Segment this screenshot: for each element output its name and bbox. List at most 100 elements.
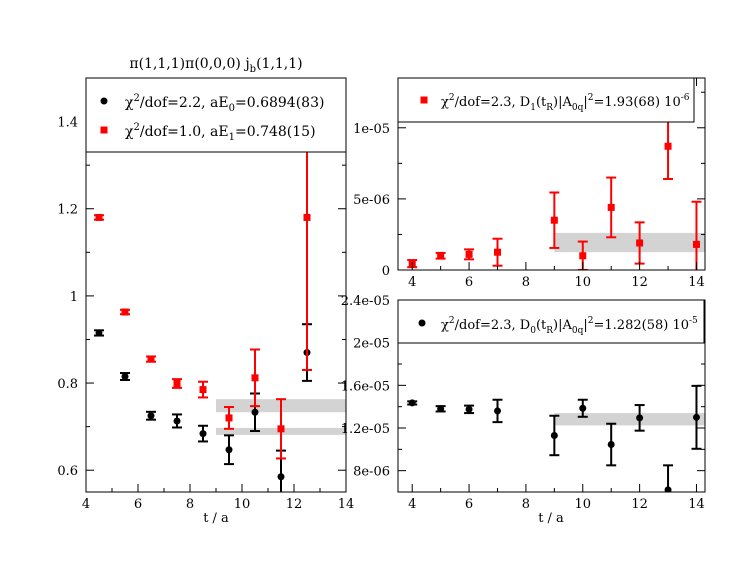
legend-marker [418, 319, 426, 327]
data-point [198, 380, 208, 399]
x-tick-label: 14 [688, 275, 705, 290]
data-series [94, 78, 312, 492]
title-part-main: π(1,1,1)π(0,0,0) j [129, 56, 249, 72]
marker-circle [199, 430, 207, 438]
marker-square [277, 425, 285, 433]
marker-square [95, 213, 103, 221]
y-tick-label: 1.2e-05 [341, 422, 390, 437]
x-tick-label: 12 [631, 497, 648, 512]
x-tick-label: 8 [522, 275, 530, 290]
x-tick-label: 14 [338, 497, 355, 512]
legend-marker [420, 96, 428, 104]
x-tick-label: 8 [522, 497, 530, 512]
x-tick-label: 8 [186, 497, 194, 512]
data-point [120, 372, 130, 382]
x-tick-label: 10 [574, 497, 591, 512]
data-point [250, 348, 260, 408]
marker-circle [225, 446, 233, 454]
marker-square [147, 355, 155, 363]
fit-bands [554, 413, 705, 426]
data-point [94, 213, 104, 221]
data-point [691, 384, 702, 450]
legend-entry-series-1: χ2/dof=2.2, aE0=0.6894(83) [125, 93, 324, 114]
x-tick-label: 6 [134, 497, 142, 512]
marker-square [607, 203, 615, 211]
x-tick-label: 6 [465, 275, 473, 290]
data-point [464, 404, 475, 415]
marker-square [664, 142, 672, 150]
legend: χ2/dof=2.2, aE0=0.6894(83) χ2/dof=1.0, a… [85, 77, 347, 153]
marker-circle [408, 399, 416, 407]
marker-circle [493, 407, 501, 415]
x-tick-label: 10 [234, 497, 251, 512]
legend-marker-series-1 [100, 97, 108, 105]
y-tick-label: 2e-05 [353, 337, 390, 352]
data-point [606, 422, 617, 467]
marker-square [303, 213, 311, 221]
y-tick-label: 1e-05 [353, 122, 390, 137]
chart-title: π(1,1,1)π(0,0,0) jb(1,1,1) [129, 56, 302, 75]
marker-square [692, 240, 700, 248]
data-series [407, 384, 702, 492]
data-point [276, 398, 286, 460]
marker-square [173, 379, 181, 387]
panel-left: 4 6 8 10 12 14 0.6 0.8 1 1.2 1.4 π(1,1,1)π(0,0,0) … [57, 56, 354, 526]
y-tick-label: 8e-06 [353, 465, 390, 480]
data-point [224, 434, 234, 466]
data-point [146, 355, 156, 363]
marker-circle [636, 414, 644, 422]
y-tick-label: 0.8 [57, 377, 78, 392]
marker-square [121, 308, 129, 316]
x-tick-label: 4 [408, 497, 416, 512]
data-point [549, 191, 560, 249]
x-tick-label: 4 [408, 275, 416, 290]
legend-box [397, 77, 695, 123]
x-axis-label: t / a [203, 511, 229, 526]
fit-band-series-1 [554, 413, 705, 426]
y-tick-label: 1 [70, 290, 78, 305]
data-point [435, 405, 446, 413]
data-point [172, 413, 182, 429]
data-point [691, 200, 702, 270]
marker-circle [692, 413, 700, 421]
legend: χ2/dof=2.3, D0(tR)|A0q|2=1.282(58) 10-5 [397, 299, 705, 344]
x-tick-label: 4 [82, 497, 90, 512]
x-tick-label: 14 [688, 497, 705, 512]
marker-circle [277, 473, 285, 481]
data-point [634, 404, 645, 432]
data-point [435, 251, 446, 260]
marker-square [465, 250, 473, 258]
x-tick-label: 12 [631, 275, 648, 290]
data-point [94, 329, 104, 337]
fit-band-series-1 [554, 232, 705, 253]
y-tick-label: 2.4e-05 [341, 294, 390, 309]
data-point [198, 424, 208, 443]
legend-entry: χ2/dof=2.3, D1(tR)|A0q|2=1.93(68) 10-6 [441, 93, 690, 113]
data-point [663, 112, 674, 180]
y-tick-label: 0.6 [57, 464, 78, 479]
data-point [407, 399, 418, 407]
legend-box [397, 299, 705, 344]
marker-circle [121, 373, 129, 381]
marker-square [636, 239, 644, 247]
legend: χ2/dof=2.3, D1(tR)|A0q|2=1.93(68) 10-6 [397, 77, 695, 123]
data-point [606, 176, 617, 239]
data-series [407, 112, 702, 270]
marker-circle [465, 405, 473, 413]
data-point [146, 410, 156, 421]
marker-square [199, 386, 207, 394]
y-tick-label: 5e-06 [353, 193, 390, 208]
marker-circle [579, 404, 587, 412]
x-tick-label: 12 [286, 497, 303, 512]
legend-entry-series-2: χ2/dof=1.0, aE1=0.748(15) [125, 122, 316, 143]
title-part-end: (1,1,1) [256, 56, 303, 72]
marker-circle [550, 431, 558, 439]
marker-square [437, 252, 445, 260]
marker-circle [437, 405, 445, 413]
x-tick-label: 10 [574, 275, 591, 290]
y-tick-label: 1.6e-05 [341, 379, 390, 394]
data-point [464, 248, 475, 261]
fit-bands [554, 232, 705, 253]
